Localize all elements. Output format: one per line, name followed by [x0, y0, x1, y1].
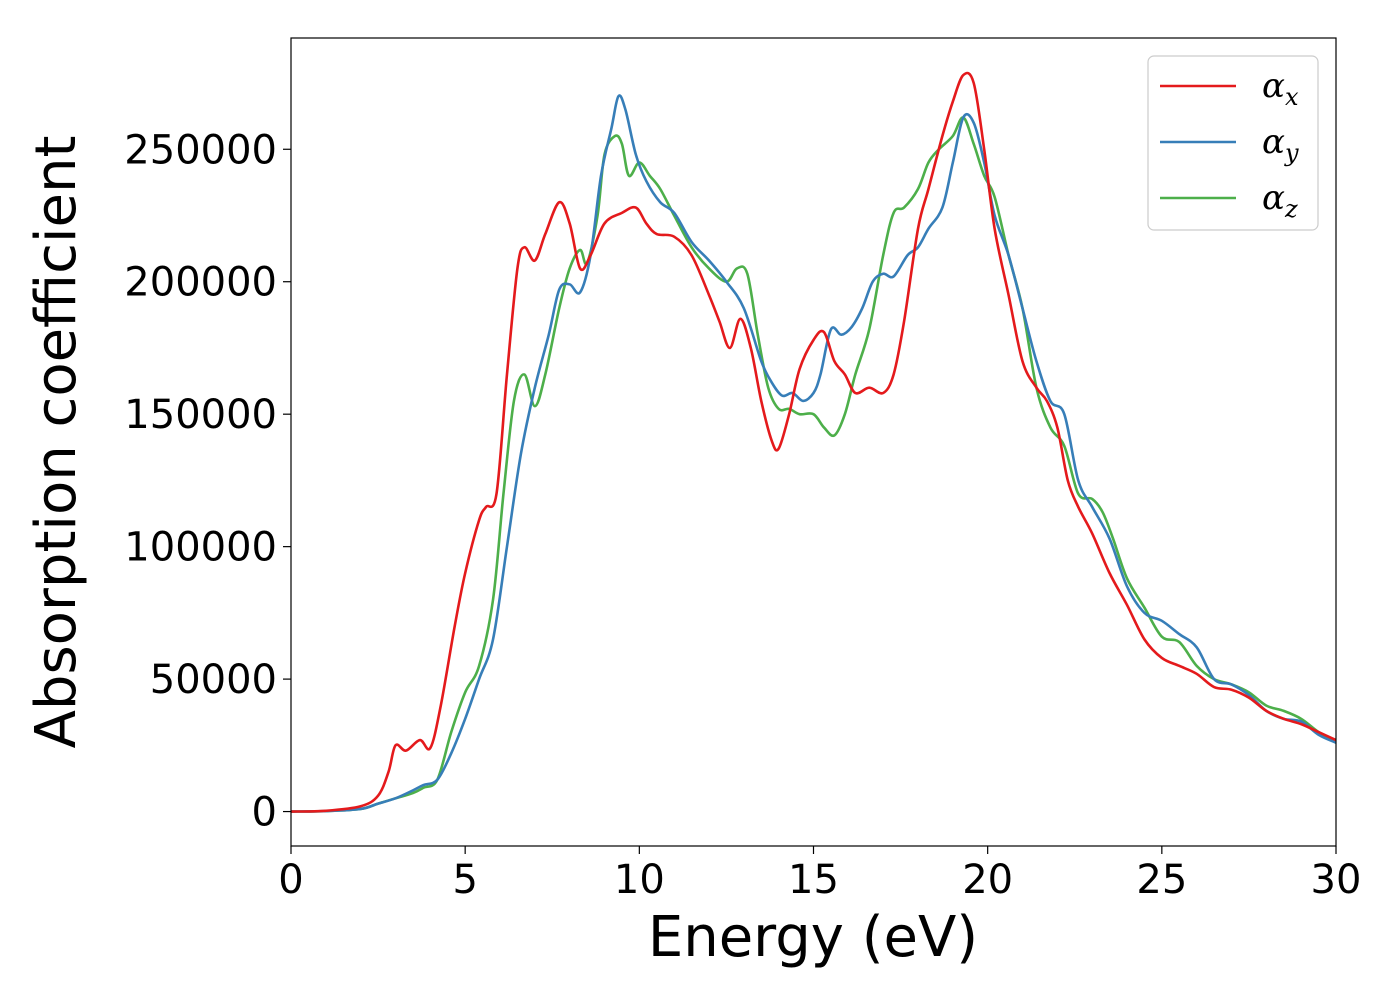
- legend-label-x: αx: [1262, 66, 1299, 111]
- y-tick-label: 0: [252, 790, 277, 836]
- y-tick-label: 50000: [150, 657, 277, 703]
- legend-label-y: αy: [1262, 122, 1299, 167]
- x-tick-label: 30: [1311, 857, 1362, 903]
- series-layer: [291, 71, 1336, 813]
- x-axis-title: Energy (eV): [648, 905, 978, 970]
- series-line-x: [291, 71, 1336, 813]
- x-tick-label: 25: [1136, 857, 1187, 903]
- y-tick-label: 150000: [124, 392, 277, 438]
- x-tick-label: 15: [788, 857, 839, 903]
- y-tick-label: 200000: [124, 260, 277, 306]
- legend: αx αy αz: [1147, 55, 1319, 231]
- x-axis: 0 5 10 15 20 25 30: [278, 846, 1361, 903]
- y-tick-label: 250000: [124, 127, 277, 173]
- y-tick-label: 100000: [124, 525, 277, 571]
- x-tick-label: 5: [452, 857, 477, 903]
- y-axis: 0 50000 100000 150000 200000 250000: [124, 127, 291, 836]
- plot-area: [290, 37, 1337, 847]
- x-tick-label: 0: [278, 857, 303, 903]
- series-line-y: [291, 94, 1336, 813]
- legend-label-z: αz: [1262, 178, 1298, 223]
- x-tick-label: 20: [962, 857, 1013, 903]
- y-axis-title: Absorption coefficient: [24, 136, 89, 749]
- series-line-z: [291, 116, 1336, 813]
- x-tick-label: 10: [614, 857, 665, 903]
